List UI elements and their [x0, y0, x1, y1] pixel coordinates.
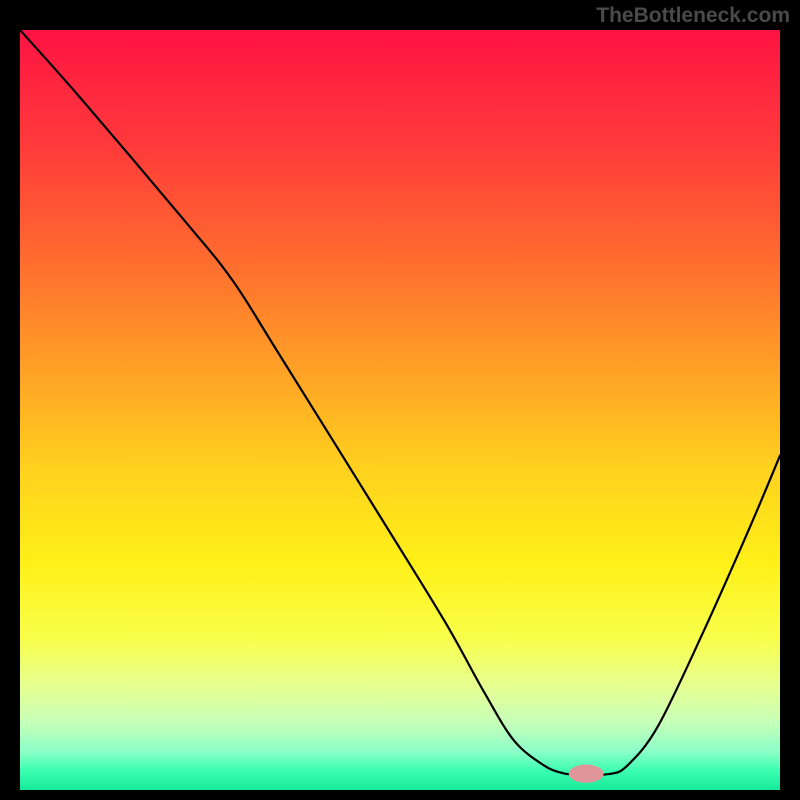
chart-svg: [20, 30, 780, 790]
watermark-text: TheBottleneck.com: [596, 4, 790, 28]
optimal-marker: [569, 765, 604, 783]
bottleneck-chart: [20, 30, 780, 790]
chart-background: [20, 30, 780, 790]
